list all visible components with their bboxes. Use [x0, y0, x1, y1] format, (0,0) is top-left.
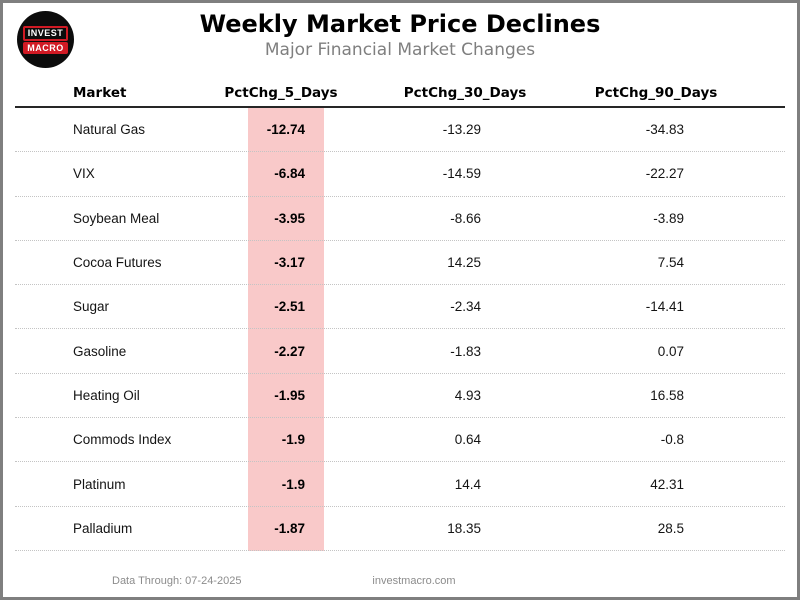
pctchg-30d-value: -1.83: [450, 343, 481, 359]
column-header-pctchg-30-days: PctChg_30_Days: [403, 85, 527, 101]
pctchg-90d-value: -22.27: [645, 166, 684, 182]
table-row: Sugar -2.51 -2.34 -14.41: [15, 285, 785, 330]
pctchg-90d-value: 0.07: [657, 343, 684, 359]
market-table: Natural Gas -12.74 -13.29 -34.83 VIX -6.…: [15, 108, 785, 551]
table-row: Platinum -1.9 14.4 42.31: [15, 462, 785, 507]
market-name: Soybean Meal: [73, 210, 160, 226]
column-header-pctchg-90-days: PctChg_90_Days: [594, 85, 718, 101]
page-title: Weekly Market Price Declines: [199, 10, 601, 38]
header-divider-line: [15, 106, 785, 108]
pctchg-5d-value: -1.9: [281, 476, 305, 492]
market-name: Natural Gas: [73, 122, 146, 138]
pctchg-90d-value: -3.89: [653, 210, 684, 226]
table-row: Commods Index -1.9 0.64 -0.8: [15, 418, 785, 463]
pctchg-30d-value: -14.59: [442, 166, 481, 182]
pctchg-5d-value: -3.17: [274, 255, 305, 271]
table-row: Cocoa Futures -3.17 14.25 7.54: [15, 241, 785, 286]
website-label: investmacro.com: [372, 575, 456, 587]
pctchg-30d-value: -2.34: [450, 299, 481, 315]
column-header-market: Market: [73, 85, 127, 101]
table-row: Palladium -1.87 18.35 28.5: [15, 507, 785, 551]
market-name: VIX: [73, 166, 95, 182]
pctchg-5d-value: -1.87: [274, 520, 305, 536]
pctchg-5d-value: -12.74: [266, 122, 305, 138]
table-row: Soybean Meal -3.95 -8.66 -3.89: [15, 197, 785, 241]
pctchg-5d-value: -6.84: [274, 166, 305, 182]
pctchg-30d-value: -13.29: [442, 122, 481, 138]
market-name: Heating Oil: [73, 387, 140, 403]
table-header-row: Market PctChg_5_Days PctChg_30_Days PctC…: [0, 85, 800, 107]
highlight-column-band: [248, 108, 324, 551]
table-row: Natural Gas -12.74 -13.29 -34.83: [15, 108, 785, 153]
pctchg-30d-value: 4.93: [454, 387, 481, 403]
market-name: Palladium: [73, 520, 133, 536]
market-name: Gasoline: [73, 343, 127, 359]
investmacro-logo: INVEST MACRO: [17, 11, 74, 68]
market-name: Sugar: [73, 299, 110, 315]
pctchg-5d-value: -1.9: [281, 432, 305, 448]
pctchg-5d-value: -1.95: [274, 387, 305, 403]
pctchg-90d-value: 7.54: [657, 255, 684, 271]
table-row: Heating Oil -1.95 4.93 16.58: [15, 374, 785, 419]
table-row: VIX -6.84 -14.59 -22.27: [15, 152, 785, 197]
pctchg-30d-value: 14.4: [454, 476, 481, 492]
column-header-pctchg-5-days: PctChg_5_Days: [224, 85, 338, 101]
pctchg-5d-value: -2.27: [274, 343, 305, 359]
data-through-label: Data Through: 07-24-2025: [112, 575, 242, 587]
pctchg-30d-value: 18.35: [447, 520, 481, 536]
pctchg-90d-value: -0.8: [660, 432, 684, 448]
table-row: Gasoline -2.27 -1.83 0.07: [15, 329, 785, 374]
pctchg-30d-value: 0.64: [454, 432, 481, 448]
logo-macro-text: MACRO: [23, 41, 68, 54]
pctchg-90d-value: 42.31: [650, 476, 684, 492]
pctchg-5d-value: -3.95: [274, 210, 305, 226]
pctchg-90d-value: 16.58: [650, 387, 684, 403]
logo-invest-text: INVEST: [22, 25, 69, 41]
page-subtitle: Major Financial Market Changes: [264, 40, 536, 60]
pctchg-5d-value: -2.51: [274, 299, 305, 315]
market-name: Cocoa Futures: [73, 255, 162, 271]
pctchg-90d-value: -34.83: [645, 122, 684, 138]
market-name: Platinum: [73, 476, 126, 492]
pctchg-90d-value: -14.41: [645, 299, 684, 315]
pctchg-90d-value: 28.5: [657, 520, 684, 536]
pctchg-30d-value: 14.25: [447, 255, 481, 271]
pctchg-30d-value: -8.66: [450, 210, 481, 226]
market-name: Commods Index: [73, 432, 172, 448]
